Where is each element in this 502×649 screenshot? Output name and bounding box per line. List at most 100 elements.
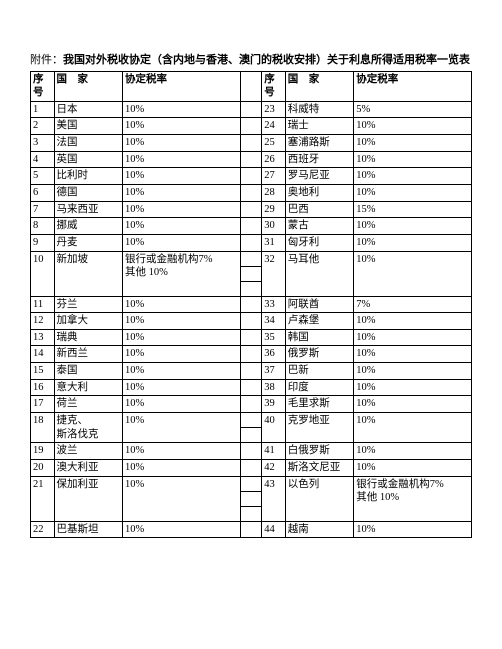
cell-seq: 5 — [31, 168, 55, 185]
cell-seq: 6 — [31, 184, 55, 201]
cell-country: 匈牙利 — [285, 234, 354, 251]
cell-seq: 42 — [262, 459, 286, 476]
cell-rate: 10% — [123, 151, 241, 168]
cell-country: 西班牙 — [285, 151, 354, 168]
cell-rate: 10% — [354, 313, 472, 330]
cell-country: 保加利亚 — [54, 476, 123, 521]
cell-rate: 10% — [123, 521, 241, 538]
cell-seq: 23 — [262, 101, 286, 118]
cell-seq: 8 — [31, 218, 55, 235]
document-title: 附件：我国对外税收协定（含内地与香港、澳门的税收安排）关于利息所得适用税率一览表 — [30, 52, 472, 69]
cell-seq: 26 — [262, 151, 286, 168]
cell-gap — [240, 101, 261, 118]
cell-seq: 15 — [31, 363, 55, 380]
cell-seq: 27 — [262, 168, 286, 185]
cell-country: 马来西亚 — [54, 201, 123, 218]
cell-rate: 10% — [123, 459, 241, 476]
cell-rate: 10% — [354, 184, 472, 201]
cell-seq: 10 — [31, 251, 55, 296]
cell-seq: 12 — [31, 313, 55, 330]
table-row: 7马来西亚10%29巴西15% — [31, 201, 472, 218]
cell-seq: 11 — [31, 296, 55, 313]
cell-country: 比利时 — [54, 168, 123, 185]
cell-seq: 19 — [31, 443, 55, 460]
cell-gap — [240, 135, 261, 152]
cell-rate: 10% — [354, 234, 472, 251]
cell-country: 意大利 — [54, 379, 123, 396]
cell-seq: 44 — [262, 521, 286, 538]
cell-country: 塞浦路斯 — [285, 135, 354, 152]
cell-gap — [240, 251, 261, 266]
cell-rate: 银行或金融机构7%其他 10% — [354, 476, 472, 521]
cell-rate: 10% — [123, 118, 241, 135]
cell-rate: 10% — [123, 443, 241, 460]
cell-gap — [240, 313, 261, 330]
cell-seq: 36 — [262, 346, 286, 363]
cell-seq: 39 — [262, 396, 286, 413]
cell-rate: 10% — [123, 101, 241, 118]
cell-gap — [240, 491, 261, 506]
table-body: 序号国 家协定税率序号国 家协定税率1日本10%23科威特5%2美国10%24瑞… — [31, 71, 472, 538]
cell-seq: 31 — [262, 234, 286, 251]
cell-gap — [240, 428, 261, 443]
cell-country: 奥地利 — [285, 184, 354, 201]
table-row: 13瑞典10%35韩国10% — [31, 329, 472, 346]
cell-seq: 25 — [262, 135, 286, 152]
tax-rate-table: 序号国 家协定税率序号国 家协定税率1日本10%23科威特5%2美国10%24瑞… — [30, 71, 472, 539]
cell-country: 韩国 — [285, 329, 354, 346]
table-row: 11芬兰10%33阿联酋7% — [31, 296, 472, 313]
cell-seq: 35 — [262, 329, 286, 346]
hdr-seq: 序号 — [31, 71, 55, 101]
hdr-seq2: 序号 — [262, 71, 286, 101]
cell-country: 荷兰 — [54, 396, 123, 413]
table-row: 12加拿大10%34卢森堡10% — [31, 313, 472, 330]
cell-seq: 20 — [31, 459, 55, 476]
cell-gap — [240, 521, 261, 538]
cell-seq: 1 — [31, 101, 55, 118]
cell-seq: 13 — [31, 329, 55, 346]
cell-country: 白俄罗斯 — [285, 443, 354, 460]
cell-country: 英国 — [54, 151, 123, 168]
cell-seq: 22 — [31, 521, 55, 538]
cell-country: 蒙古 — [285, 218, 354, 235]
cell-country: 卢森堡 — [285, 313, 354, 330]
cell-gap — [240, 266, 261, 281]
cell-seq: 37 — [262, 363, 286, 380]
hdr-gap — [240, 71, 261, 101]
cell-seq: 32 — [262, 251, 286, 296]
cell-seq: 43 — [262, 476, 286, 521]
cell-country: 澳大利亚 — [54, 459, 123, 476]
table-row: 19波兰10%41白俄罗斯10% — [31, 443, 472, 460]
cell-gap — [240, 506, 261, 521]
cell-country: 德国 — [54, 184, 123, 201]
cell-gap — [240, 459, 261, 476]
cell-rate: 10% — [123, 413, 241, 443]
cell-rate: 5% — [354, 101, 472, 118]
cell-gap — [240, 476, 261, 491]
hdr-rate: 协定税率 — [123, 71, 241, 101]
cell-country: 阿联酋 — [285, 296, 354, 313]
cell-country: 新加坡 — [54, 251, 123, 296]
table-row: 8挪威10%30蒙古10% — [31, 218, 472, 235]
cell-country: 芬兰 — [54, 296, 123, 313]
cell-seq: 14 — [31, 346, 55, 363]
table-row: 2美国10%24瑞士10% — [31, 118, 472, 135]
cell-country: 以色列 — [285, 476, 354, 521]
cell-country: 捷克、斯洛伐克 — [54, 413, 123, 443]
cell-gap — [240, 218, 261, 235]
cell-rate: 10% — [123, 379, 241, 396]
cell-gap — [240, 281, 261, 296]
cell-country: 瑞士 — [285, 118, 354, 135]
cell-rate: 10% — [354, 413, 472, 443]
table-row: 20澳大利亚10%42斯洛文尼亚10% — [31, 459, 472, 476]
cell-country: 罗马尼亚 — [285, 168, 354, 185]
cell-gap — [240, 443, 261, 460]
cell-seq: 18 — [31, 413, 55, 443]
cell-rate: 10% — [354, 135, 472, 152]
cell-seq: 34 — [262, 313, 286, 330]
cell-rate: 10% — [354, 218, 472, 235]
cell-rate: 10% — [354, 329, 472, 346]
cell-seq: 2 — [31, 118, 55, 135]
cell-country: 挪威 — [54, 218, 123, 235]
cell-seq: 38 — [262, 379, 286, 396]
